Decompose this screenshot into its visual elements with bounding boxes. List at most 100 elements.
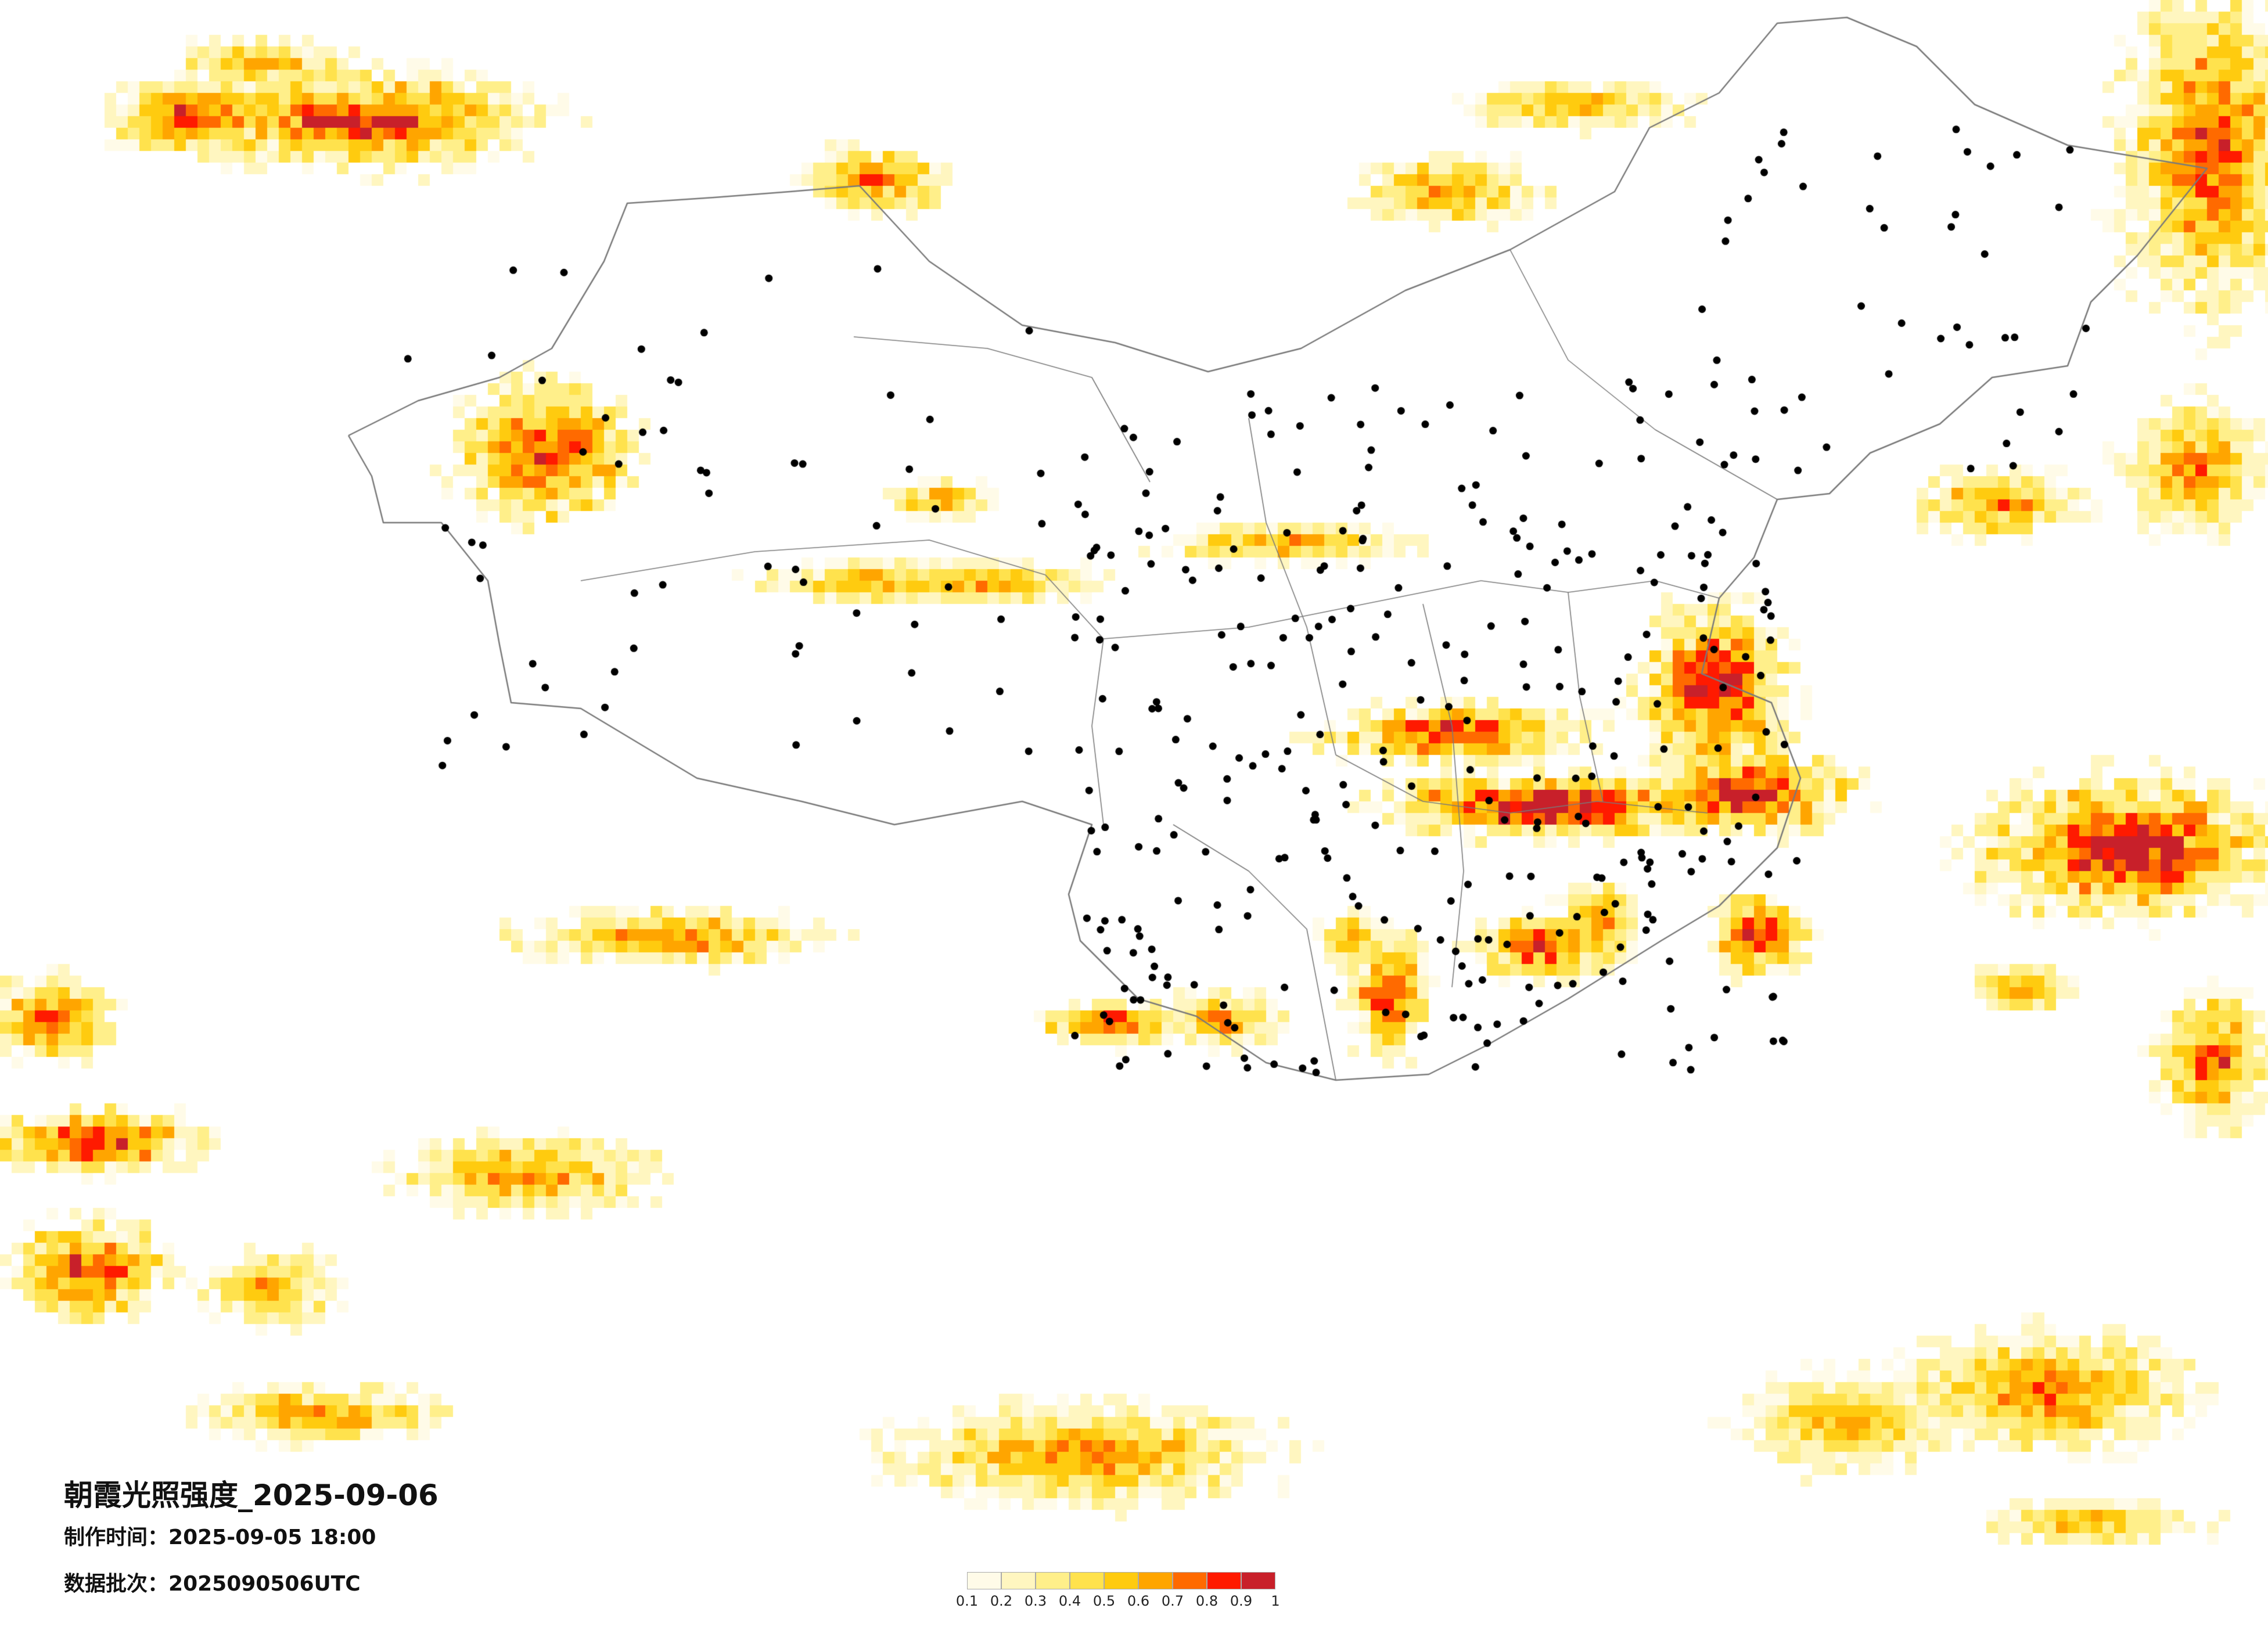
city-label: 信阳 bbox=[1261, 393, 1276, 400]
legend-swatch bbox=[1104, 1572, 1138, 1589]
city-label: 文山 bbox=[1327, 385, 1342, 393]
city-label: 合肥 bbox=[1259, 400, 1274, 408]
city-label: 齐齐哈尔 bbox=[1074, 408, 1102, 415]
city-label: 吐鲁番 bbox=[1195, 377, 1217, 385]
city-label: 西安 bbox=[1651, 377, 1666, 385]
city-label: 天津 bbox=[1451, 393, 1467, 400]
city-label: 乌兰浩特 bbox=[1331, 408, 1359, 415]
city-label: 宜宾 bbox=[1149, 385, 1164, 393]
city-label: 三亚 bbox=[1555, 385, 1570, 393]
legend-swatch bbox=[1241, 1572, 1275, 1589]
city-label: 柳州 bbox=[1422, 385, 1437, 393]
city-label: 张掖 bbox=[1462, 377, 1478, 385]
city-label: 遵义 bbox=[1356, 385, 1371, 393]
city-label: 天水 bbox=[1507, 377, 1522, 385]
city-label: 韶关 bbox=[1614, 385, 1629, 393]
city-label: 茂名 bbox=[1525, 385, 1540, 393]
city-label: 济宁 bbox=[1642, 393, 1657, 400]
city-label: 大连 bbox=[1517, 400, 1532, 408]
legend-tick-label: 0.8 bbox=[1195, 1593, 1219, 1609]
city-label: 海口 bbox=[1540, 385, 1555, 393]
legend-tick-label: 0.1 bbox=[955, 1593, 979, 1609]
legend-tick-label: 0.9 bbox=[1230, 1593, 1253, 1609]
city-label: 大庆 bbox=[1102, 408, 1117, 415]
city-label: 太原 bbox=[1327, 393, 1342, 400]
legend-tick-label: 0.3 bbox=[1024, 1593, 1047, 1609]
legend-tick-label: 1 bbox=[1271, 1593, 1280, 1609]
city-label: 赣州 bbox=[1363, 400, 1378, 408]
city-label: 阜阳 bbox=[1303, 400, 1318, 408]
city-label: 乌海 bbox=[1536, 377, 1551, 385]
city-label: 日喀则 bbox=[1339, 377, 1361, 385]
city-label: 长春 bbox=[1606, 400, 1621, 408]
city-label: 张家口 bbox=[1517, 393, 1539, 400]
city-label: 宝鸡 bbox=[1074, 385, 1090, 393]
city-label: 贵阳 bbox=[1341, 385, 1356, 393]
city-label: 安庆 bbox=[1288, 400, 1303, 408]
city-label: 泰安 bbox=[1656, 393, 1672, 400]
city-label: 成都 bbox=[1090, 385, 1105, 393]
data-batch-label: 数据批次： bbox=[64, 1572, 169, 1596]
city-label: 丹东 bbox=[1561, 400, 1576, 408]
city-label: 兰州 bbox=[1492, 377, 1507, 385]
city-label: 和田 bbox=[1138, 377, 1153, 385]
city-label: 无锡 bbox=[1090, 400, 1105, 408]
city-label: 普洱 bbox=[1282, 385, 1297, 393]
city-label: 承德 bbox=[1502, 393, 1517, 400]
city-label: 阿克苏 bbox=[1102, 377, 1124, 385]
city-label: 临沧 bbox=[1267, 385, 1282, 393]
city-label: 北海 bbox=[1466, 385, 1481, 393]
city-label: 南昌 bbox=[1333, 400, 1348, 408]
city-label: 许昌 bbox=[1275, 393, 1291, 400]
city-label: 台州 bbox=[1244, 400, 1259, 408]
city-label: 景洪 bbox=[1297, 385, 1312, 393]
city-label: 青岛 bbox=[1553, 393, 1568, 400]
city-label: 保山 bbox=[1252, 385, 1267, 393]
city-label: 长治 bbox=[1356, 393, 1371, 400]
legend-tick-label: 0.7 bbox=[1161, 1593, 1184, 1609]
city-label: 玉林 bbox=[1496, 385, 1511, 393]
city-label: 松原 bbox=[1374, 408, 1389, 415]
city-label: 南京 bbox=[1672, 393, 1684, 400]
city-label: 昆明 bbox=[1193, 385, 1208, 393]
city-label: 安顺 bbox=[1392, 385, 1407, 393]
city-label: 包头 bbox=[1551, 377, 1566, 385]
city-label-list: 克拉玛依 阿克苏 喀什 和田 昌吉 乌鲁木齐 吐鲁番 哈密 库尔勒 伊宁 格尔木… bbox=[1074, 377, 1684, 1016]
city-label: 桂林 bbox=[1436, 385, 1451, 393]
city-label: 绵阳 bbox=[1119, 385, 1134, 393]
city-label: 六盘水 bbox=[1371, 385, 1392, 393]
legend-tick-label: 0.5 bbox=[1092, 1593, 1116, 1609]
city-label: 宜昌 bbox=[1127, 393, 1142, 400]
city-label: 南阳 bbox=[1216, 393, 1231, 400]
city-label: 四平 bbox=[1636, 400, 1651, 408]
city-label: 伊春 bbox=[1225, 408, 1240, 415]
city-label: 鹤岗 bbox=[1210, 408, 1225, 415]
city-label: 延吉 bbox=[1388, 408, 1401, 415]
city-label: 潍坊 bbox=[1583, 393, 1598, 400]
city-label: 南宁 bbox=[1407, 385, 1422, 393]
data-batch: 数据批次：2025090506UTC bbox=[64, 1567, 361, 1597]
city-label: 大理 bbox=[1208, 385, 1223, 393]
city-label: 洛阳 bbox=[1202, 393, 1217, 400]
city-label: 大同 bbox=[1341, 393, 1356, 400]
city-label: 连云港 bbox=[1119, 400, 1141, 408]
city-label: 上海 bbox=[1170, 400, 1185, 408]
city-label: 秦皇岛 bbox=[1481, 393, 1503, 400]
city-label: 牡丹江 bbox=[1117, 408, 1138, 415]
city-label: 衡阳 bbox=[1659, 385, 1674, 393]
city-label: 宁波 bbox=[1199, 400, 1214, 408]
city-label: 西昌 bbox=[1178, 385, 1194, 393]
city-label: 延安 bbox=[1636, 377, 1651, 385]
city-label: 十堰 bbox=[1157, 393, 1172, 400]
city-label: 龙岩 bbox=[1487, 400, 1503, 408]
city-label: 厦门 bbox=[1428, 400, 1443, 408]
city-label: 九江 bbox=[1347, 400, 1363, 408]
city-label: 怀化 bbox=[1098, 393, 1113, 400]
legend-ticks: 0.1 0.2 0.3 0.4 0.5 0.6 0.7 0.8 0.9 1 bbox=[956, 1589, 1315, 1613]
legend-tick-label: 0.2 bbox=[990, 1593, 1013, 1609]
city-label: 黑河 bbox=[1240, 408, 1255, 415]
city-label: 曲靖 bbox=[1238, 385, 1253, 393]
city-label: 通辽 bbox=[1591, 400, 1606, 408]
city-label: 丽江 bbox=[1223, 385, 1238, 393]
city-label: 德令哈 bbox=[1289, 377, 1310, 385]
